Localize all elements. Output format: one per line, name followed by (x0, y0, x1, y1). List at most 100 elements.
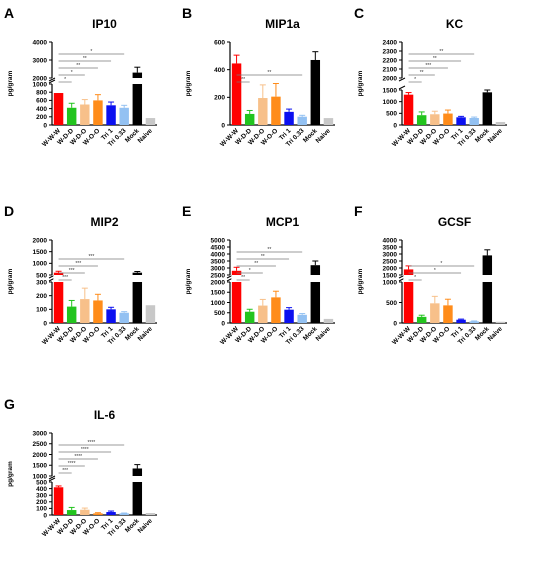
panel-title: KC (446, 17, 464, 31)
y-tick-label: 5000 (211, 237, 226, 244)
bar-break-gap (310, 275, 321, 282)
axis-break-mark (398, 85, 406, 90)
bar-mock (132, 468, 143, 515)
y-tick-label: 3500 (211, 258, 226, 265)
panel-f: F GCSF pg/gram 0 500 100015002000250030003500… (354, 203, 507, 346)
bar-mock (482, 255, 493, 323)
y-tick-label: 100 (36, 506, 47, 513)
bar-w-d-o (258, 98, 268, 125)
significance-label: *** (62, 468, 68, 474)
x-tick-label: Naive (315, 127, 332, 144)
bar-tri-1 (456, 319, 466, 323)
y-tick-label: 200 (36, 114, 47, 121)
y-tick-label: 4000 (33, 39, 48, 46)
bar-tri-0-33 (297, 314, 307, 323)
y-tick-label: 600 (36, 98, 47, 105)
bar-w-w-w (403, 94, 414, 125)
bar-naive (495, 321, 506, 323)
panel-letter: E (182, 203, 191, 219)
axis-break-mark (48, 477, 56, 482)
panel-title: GCSF (438, 215, 471, 229)
x-tick-label: Naive (137, 127, 154, 144)
bar-w-d-o (80, 299, 90, 323)
significance-label: **** (87, 440, 95, 446)
bar-w-d-o (430, 303, 440, 323)
significance-label: *** (62, 275, 68, 281)
bar-tri-1 (284, 111, 294, 125)
bar-tri-0-33 (119, 312, 129, 323)
bar-w-d-d (244, 311, 255, 323)
bar-w-o-o (443, 305, 453, 323)
panel-title: IP10 (92, 17, 117, 31)
y-tick-label: 600 (214, 39, 225, 46)
y-tick-label: 100 (36, 307, 47, 314)
bar-break-gap (53, 275, 64, 282)
panel-letter: B (182, 5, 192, 21)
y-axis-label: pg/gram (185, 70, 192, 96)
bar-w-o-o (271, 297, 281, 323)
panel-letter: F (354, 203, 363, 219)
axis-break-mark (48, 79, 56, 84)
y-tick-label: 0 (43, 320, 47, 327)
y-axis-label: pg/gram (7, 70, 14, 96)
y-tick-label: 1500 (383, 272, 398, 279)
bar-naive (323, 118, 334, 125)
bar-w-w-w (53, 272, 64, 323)
significance-label: * (414, 77, 416, 83)
significance-label: ** (83, 56, 87, 62)
significance-label: ** (267, 247, 271, 253)
bar-tri-1 (284, 309, 294, 323)
y-tick-label: 1000 (383, 99, 398, 106)
bar-naive (323, 318, 334, 323)
y-axis-label: pg/gram (357, 70, 364, 96)
y-tick-label: 300 (36, 493, 47, 500)
y-tick-label: 2300 (383, 48, 398, 55)
y-tick-label: 500 (386, 111, 397, 118)
bar-mock (310, 59, 321, 125)
significance-label: ** (267, 70, 271, 76)
bar-break-gap (482, 275, 493, 282)
bar-tri-1 (106, 105, 116, 125)
bar-break-gap (231, 275, 242, 282)
bar-tri-0-33 (119, 513, 129, 515)
y-tick-label: 2000 (33, 452, 48, 459)
y-tick-label: 3000 (33, 430, 48, 437)
bar-break-gap (132, 476, 143, 482)
bar-w-o-o (93, 100, 103, 125)
bar-tri-1 (106, 309, 116, 323)
bar-tri-1 (106, 512, 116, 515)
panel-letter: A (4, 5, 14, 21)
panel-letter: C (354, 5, 364, 21)
y-tick-label: 2000 (33, 237, 48, 244)
y-tick-label: 0 (221, 320, 225, 327)
bar-break-gap (132, 78, 143, 84)
significance-label: * (434, 268, 436, 274)
significance-label: **** (68, 461, 76, 467)
y-tick-label: 3000 (33, 57, 48, 64)
bar-w-w-w (231, 270, 242, 323)
panel-title: MCP1 (266, 215, 300, 229)
panel-b: BMIP1apg/gram0200400600W-W-WW-D-DW-D-OW-… (182, 5, 335, 148)
significance-label: *** (88, 254, 94, 260)
panel-title: MIP1a (265, 17, 300, 31)
significance-label: *** (75, 261, 81, 267)
bar-w-w-w (231, 63, 242, 125)
y-tick-label: 3000 (211, 265, 226, 272)
bar-w-o-o (271, 96, 281, 125)
y-tick-label: 2500 (383, 258, 398, 265)
significance-label: ** (433, 56, 437, 62)
x-tick-label: Naive (487, 325, 504, 342)
y-axis-label: pg/gram (185, 268, 192, 294)
y-axis-label: pg/gram (7, 461, 14, 487)
significance-label: ** (439, 49, 443, 55)
bar-w-d-o (80, 104, 90, 125)
bar-w-d-o (430, 114, 440, 125)
bar-naive (145, 118, 156, 125)
significance-label: * (90, 49, 92, 55)
y-tick-label: 2500 (211, 272, 226, 279)
y-tick-label: 0 (393, 122, 397, 129)
x-tick-label: Naive (137, 325, 154, 342)
panel-d: DMIP2pg/gram0100200300500100015002000W-W… (4, 203, 157, 346)
y-axis-label: pg/gram (7, 268, 14, 294)
